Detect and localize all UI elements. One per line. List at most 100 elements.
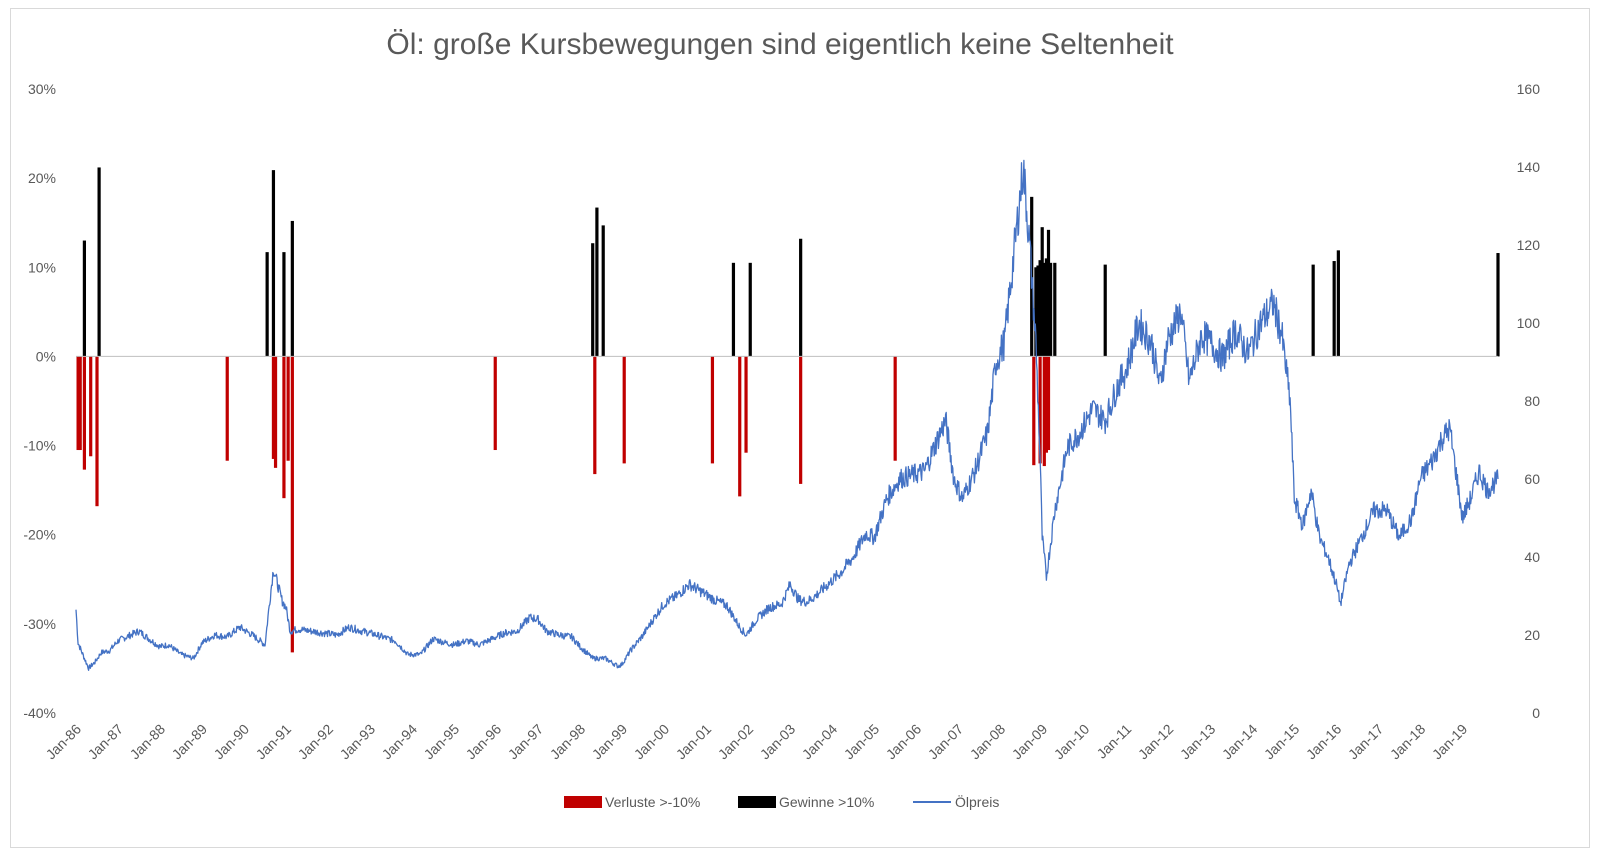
left-tick-label: -20% [23, 527, 56, 543]
loss-bar [744, 356, 748, 453]
gain-bar [1042, 262, 1046, 357]
loss-bar [738, 356, 742, 497]
gain-bar [591, 243, 595, 357]
x-tick-label: Jan-99 [589, 721, 631, 763]
left-tick-label: 20% [28, 170, 56, 186]
loss-bars [76, 356, 1051, 653]
loss-bar [710, 356, 715, 464]
left-tick-label: 0% [36, 348, 56, 364]
loss-bar [273, 356, 278, 468]
gain-bar [1036, 265, 1040, 357]
gain-bar [1496, 253, 1500, 357]
left-tick-label: -10% [23, 438, 56, 454]
x-tick-label: Jan-16 [1303, 721, 1345, 763]
loss-bar [493, 356, 497, 451]
x-tick-label: Jan-19 [1429, 721, 1471, 763]
gain-bar [1046, 229, 1051, 357]
left-axis: 30% 20% 10% 0% -10% -20% -30% -40% [23, 81, 56, 721]
left-tick-label: 10% [28, 259, 56, 275]
x-tick-label: Jan-90 [211, 721, 253, 763]
x-axis: Jan-86 Jan-87 Jan-88 Jan-89 Jan-90 Jan-91 Jan-… [43, 721, 1471, 763]
gain-bar [799, 238, 803, 357]
loss-bar [622, 356, 626, 464]
gain-bar [290, 220, 294, 357]
gain-bar [97, 167, 101, 357]
gain-bar [1311, 264, 1315, 357]
gain-bar [1044, 258, 1049, 357]
gain-bar [1040, 227, 1044, 357]
loss-bar [593, 356, 597, 475]
loss-bar [1042, 356, 1046, 467]
x-tick-label: Jan-05 [841, 721, 883, 763]
oil-price-line [75, 159, 1499, 671]
x-tick-label: Jan-91 [253, 721, 295, 763]
x-tick-label: Jan-07 [925, 721, 967, 763]
legend: Verluste >-10% Gewinne >10% Ölpreis [564, 793, 999, 810]
x-tick-label: Jan-95 [421, 721, 463, 763]
x-tick-label: Jan-13 [1177, 721, 1219, 763]
left-tick-label: 30% [28, 81, 56, 97]
loss-bar [893, 356, 897, 461]
x-tick-label: Jan-11 [1093, 721, 1134, 762]
right-tick-label: 60 [1524, 471, 1540, 487]
loss-bar [1046, 356, 1051, 451]
x-tick-label: Jan-01 [673, 721, 715, 763]
left-tick-label: -30% [23, 616, 56, 632]
x-tick-label: Jan-94 [379, 721, 421, 763]
x-tick-label: Jan-88 [127, 721, 169, 763]
gain-bar [601, 225, 605, 357]
legend-label-oil-price: Ölpreis [955, 793, 999, 810]
right-tick-label: 140 [1517, 159, 1541, 175]
gain-bar [1336, 250, 1340, 357]
right-tick-label: 100 [1517, 315, 1541, 331]
gain-bar [1038, 260, 1042, 357]
x-tick-label: Jan-93 [337, 721, 379, 763]
x-tick-label: Jan-04 [799, 721, 841, 763]
gain-bar [265, 252, 269, 357]
x-tick-label: Jan-92 [295, 721, 337, 763]
loss-bar [1044, 356, 1049, 453]
gain-bar [1049, 262, 1053, 357]
gain-bar [748, 262, 752, 357]
legend-swatch-losses [564, 796, 602, 808]
gain-bar [1034, 267, 1038, 357]
x-tick-label: Jan-97 [505, 721, 547, 763]
loss-bar [282, 356, 286, 499]
oil-price-polyline [75, 159, 1499, 671]
x-tick-label: Jan-08 [967, 721, 1009, 763]
x-tick-label: Jan-17 [1345, 721, 1387, 763]
loss-bar [95, 356, 99, 507]
loss-bar [271, 356, 276, 459]
gain-bar [1332, 261, 1336, 357]
loss-bar [1032, 356, 1036, 466]
right-tick-label: 120 [1517, 237, 1541, 253]
right-tick-label: 0 [1532, 705, 1540, 721]
loss-bar [89, 356, 93, 457]
left-tick-label: -40% [23, 705, 56, 721]
x-tick-label: Jan-96 [463, 721, 505, 763]
x-tick-label: Jan-15 [1261, 721, 1303, 763]
gain-bars [82, 167, 1500, 357]
loss-bar [78, 356, 82, 451]
legend-swatch-gains [738, 796, 776, 808]
loss-bar [799, 356, 803, 484]
x-tick-label: Jan-98 [547, 721, 589, 763]
right-tick-label: 40 [1524, 549, 1540, 565]
legend-label-gains: Gewinne >10% [779, 794, 874, 810]
gain-bar [595, 207, 599, 357]
legend-label-losses: Verluste >-10% [605, 794, 700, 810]
x-tick-label: Jan-18 [1387, 721, 1429, 763]
chart-title: Öl: große Kursbewegungen sind eigentlich… [386, 28, 1174, 61]
x-tick-label: Jan-87 [85, 721, 127, 763]
gain-bar [1103, 264, 1107, 357]
loss-bar [225, 356, 229, 461]
x-tick-label: Jan-03 [757, 721, 799, 763]
x-tick-label: Jan-00 [631, 721, 673, 763]
right-axis: 160 140 120 100 80 60 40 20 0 [1517, 81, 1541, 721]
gain-bar [271, 170, 276, 357]
right-tick-label: 80 [1524, 393, 1540, 409]
loss-bar [1038, 356, 1042, 464]
loss-bar [82, 356, 87, 470]
x-tick-label: Jan-06 [883, 721, 925, 763]
